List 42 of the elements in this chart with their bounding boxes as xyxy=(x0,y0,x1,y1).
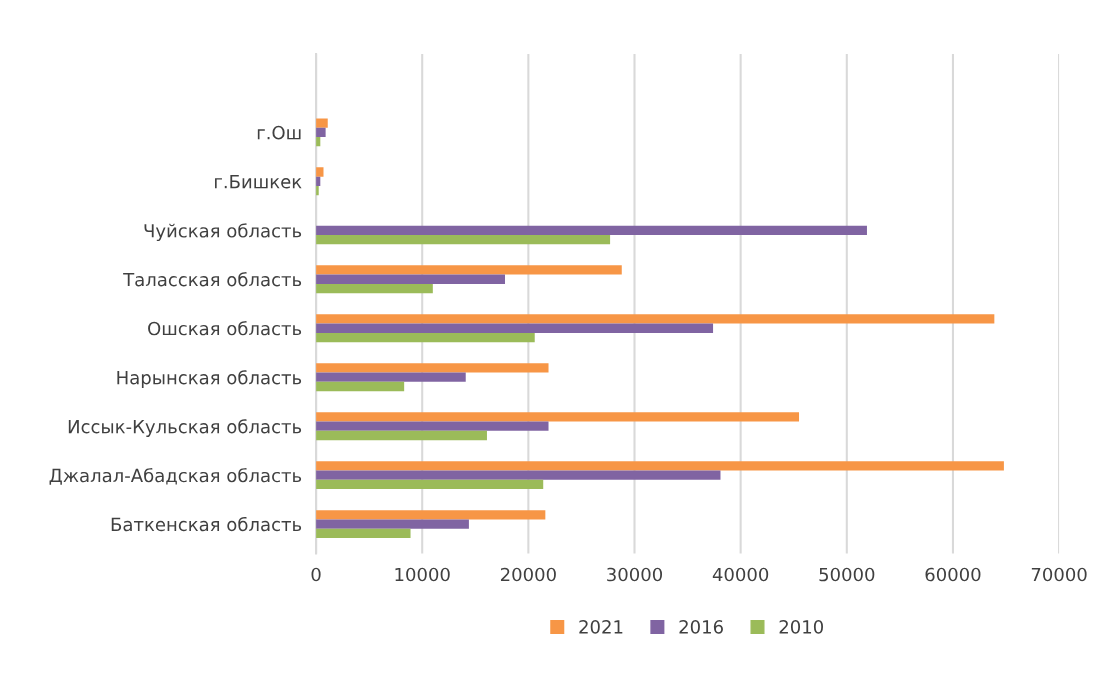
bar xyxy=(316,274,506,284)
bar xyxy=(316,510,546,520)
bar xyxy=(316,412,800,422)
bar xyxy=(316,519,469,529)
bar xyxy=(316,314,995,324)
legend-label: 2016 xyxy=(679,620,723,634)
bar xyxy=(316,234,611,245)
x-tick-label: 70000 xyxy=(1031,567,1087,582)
y-tick-label: Таласская область xyxy=(123,272,302,287)
bar xyxy=(316,381,405,392)
bar xyxy=(316,283,433,294)
bar xyxy=(316,461,1004,471)
bar xyxy=(316,323,714,333)
x-tick-label: 0 xyxy=(311,567,321,582)
bar xyxy=(316,470,721,480)
bar xyxy=(316,372,466,382)
legend-label: 2010 xyxy=(779,620,824,634)
y-tick-label: г.Ош xyxy=(257,125,301,140)
bar xyxy=(316,225,867,235)
bar xyxy=(316,479,544,490)
y-tick-label: Нарынская область xyxy=(117,370,302,388)
y-tick-label: г.Бишкек xyxy=(215,175,302,189)
x-tick-label: 30000 xyxy=(607,567,663,582)
bar xyxy=(316,265,622,275)
y-tick-label: Баткенская область xyxy=(111,516,302,532)
y-tick-label: Джалал-Абадская область xyxy=(49,467,302,485)
x-tick-label: 20000 xyxy=(500,567,556,582)
x-tick-label: 10000 xyxy=(395,567,450,582)
bar xyxy=(316,430,487,441)
x-tick-label: 60000 xyxy=(925,567,981,582)
y-tick-label: Иссык-Кульская область xyxy=(68,419,302,437)
bar xyxy=(316,363,549,373)
bar xyxy=(316,127,326,138)
bar xyxy=(316,528,411,539)
bar xyxy=(316,421,549,431)
x-tick-label: 40000 xyxy=(712,567,769,582)
x-tick-label: 50000 xyxy=(819,567,875,582)
y-tick-label: Ошская область xyxy=(148,321,302,336)
legend-label: 2021 xyxy=(579,620,623,634)
bar xyxy=(316,118,328,128)
bar xyxy=(316,332,535,343)
y-tick-label: Чуйская область xyxy=(144,223,302,242)
